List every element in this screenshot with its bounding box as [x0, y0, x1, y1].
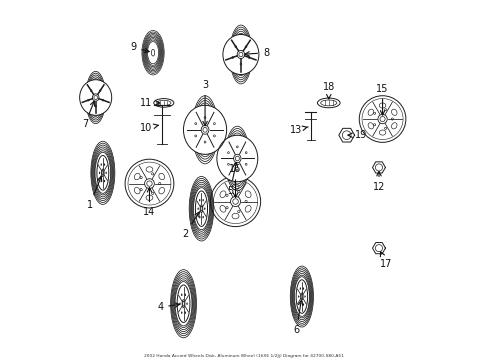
- Ellipse shape: [177, 285, 189, 323]
- Text: 10: 10: [140, 123, 158, 133]
- Ellipse shape: [91, 141, 115, 204]
- Ellipse shape: [290, 266, 313, 327]
- Text: 7: 7: [81, 101, 94, 129]
- Text: 9: 9: [130, 42, 149, 53]
- Ellipse shape: [224, 126, 249, 191]
- Text: 5: 5: [226, 162, 237, 196]
- Text: 2002 Honda Accord Wheels Disk, Aluminum Wheel (16X6 1/2Jj) Diagram for 42700-S80: 2002 Honda Accord Wheels Disk, Aluminum …: [144, 354, 344, 357]
- Text: 18: 18: [322, 82, 334, 99]
- Ellipse shape: [183, 105, 226, 154]
- Text: 12: 12: [372, 171, 385, 192]
- Text: 2: 2: [182, 212, 199, 239]
- Ellipse shape: [223, 35, 258, 75]
- Text: 8: 8: [244, 48, 268, 58]
- Text: 13: 13: [290, 125, 307, 135]
- Text: 4: 4: [157, 302, 179, 312]
- Ellipse shape: [97, 156, 108, 190]
- Text: 6: 6: [293, 301, 302, 335]
- Text: 19: 19: [347, 130, 366, 140]
- Ellipse shape: [217, 135, 257, 182]
- Text: 16: 16: [229, 164, 241, 198]
- Ellipse shape: [195, 191, 207, 226]
- Ellipse shape: [192, 96, 218, 164]
- Text: 15: 15: [376, 84, 388, 115]
- Ellipse shape: [229, 25, 252, 84]
- Text: 1: 1: [86, 176, 102, 210]
- Text: 17: 17: [379, 252, 391, 269]
- Text: 3: 3: [202, 80, 208, 126]
- Ellipse shape: [80, 80, 111, 115]
- Ellipse shape: [189, 176, 213, 241]
- Ellipse shape: [296, 280, 307, 313]
- Ellipse shape: [170, 270, 196, 338]
- Text: 11: 11: [140, 98, 160, 108]
- Text: 14: 14: [143, 188, 155, 217]
- Ellipse shape: [142, 31, 164, 75]
- Ellipse shape: [85, 71, 105, 124]
